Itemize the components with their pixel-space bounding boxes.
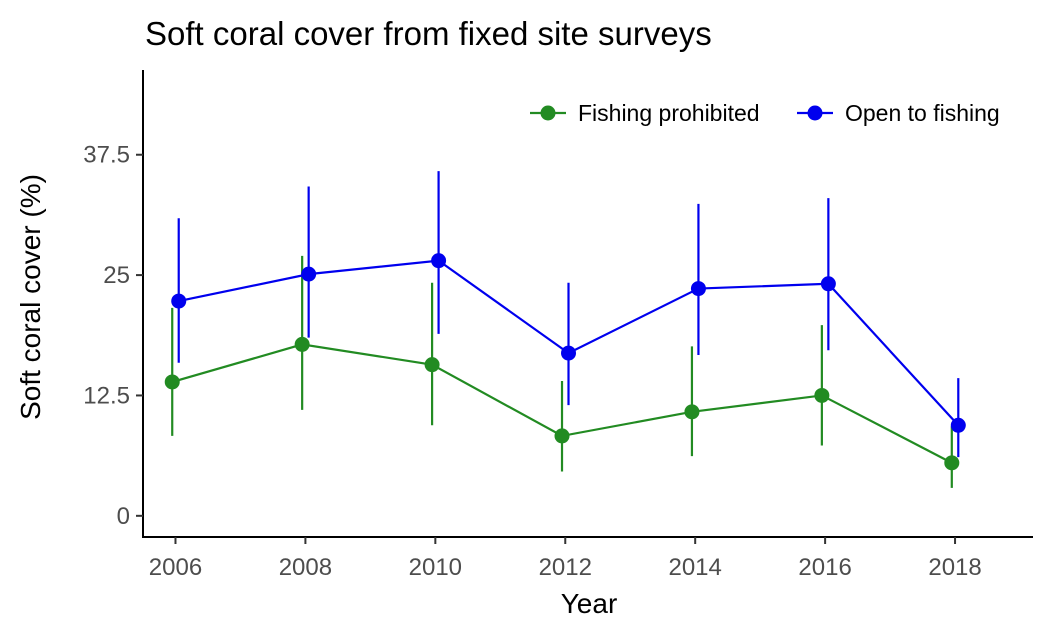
x-tick-label: 2008 [279,554,332,581]
axes [142,70,1033,538]
data-point [424,357,440,373]
data-point [164,374,180,390]
x-tick-label: 2012 [539,554,592,581]
y-tick-label: 37.5 [83,142,130,169]
x-tick-label: 2010 [409,554,462,581]
legend-key-point [807,105,823,121]
data-point [561,345,577,361]
legend-key-point [540,105,556,121]
data-point [684,404,700,420]
x-tick-label: 2016 [798,554,851,581]
chart-title: Soft coral cover from fixed site surveys [145,15,712,52]
data-point [171,293,187,309]
y-tick-label: 25 [103,262,130,289]
plot-area [164,171,966,488]
y-axis-ticks: 0 12.5 25 37.5 [83,142,143,530]
x-tick-label: 2006 [149,554,202,581]
data-point [950,417,966,433]
legend-label: Fishing prohibited [578,100,760,126]
x-axis-title: Year [561,588,618,619]
data-point [431,253,447,269]
y-axis-title: Soft coral cover (%) [15,174,46,420]
data-point [814,387,830,403]
x-tick-label: 2014 [668,554,721,581]
legend-label: Open to fishing [845,100,1000,126]
data-point [820,276,836,292]
data-point [690,281,706,297]
data-point [294,336,310,352]
y-tick-label: 0 [117,503,130,530]
x-tick-label: 2018 [928,554,981,581]
data-point [944,455,960,471]
legend: Fishing prohibited Open to fishing [530,100,1000,126]
y-tick-label: 12.5 [83,382,130,409]
data-point [301,266,317,282]
series-1 [164,255,960,488]
x-axis-ticks: 2006 2008 2010 2012 2014 2016 2018 [149,537,982,581]
data-point [554,428,570,444]
series-2 [171,171,966,458]
